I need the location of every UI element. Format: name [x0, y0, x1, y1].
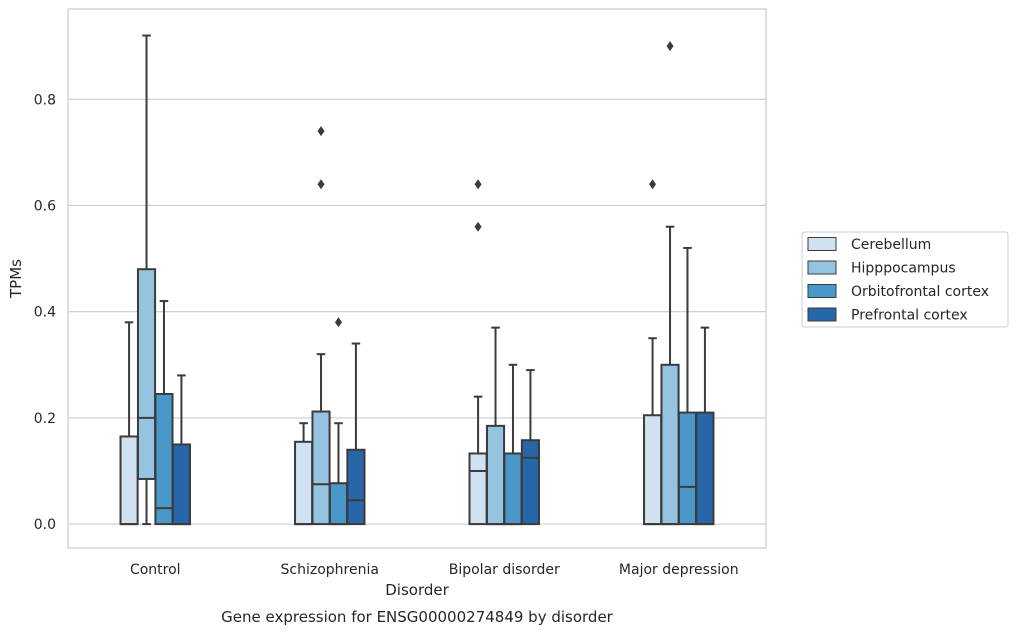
- box-body: [520, 439, 540, 526]
- box: [328, 317, 349, 526]
- box-body: [643, 414, 663, 526]
- x-tick-label: Schizophrenia: [281, 562, 379, 578]
- outlier-point: [334, 317, 342, 328]
- y-tick-label: 0.4: [34, 305, 56, 321]
- box-series: [119, 34, 715, 526]
- legend-swatch: [807, 284, 837, 298]
- y-tick-label: 0.6: [34, 198, 56, 214]
- box-body: [154, 393, 174, 526]
- box-body: [311, 410, 331, 526]
- box: [695, 326, 715, 526]
- outlier-point: [474, 179, 482, 190]
- box: [136, 34, 157, 526]
- y-tick-label: 0.8: [34, 92, 56, 108]
- outlier-point: [649, 179, 657, 190]
- box: [468, 179, 488, 526]
- box: [520, 369, 540, 526]
- box: [503, 363, 523, 526]
- box: [171, 374, 191, 526]
- legend-frame: [801, 231, 1009, 328]
- box-body: [503, 452, 523, 526]
- y-tick-label: 0.2: [34, 411, 56, 427]
- box-body: [660, 363, 680, 526]
- y-tick-label: 0.0: [34, 517, 56, 533]
- box: [643, 179, 663, 526]
- box: [346, 342, 366, 526]
- box-body: [485, 424, 506, 526]
- legend-swatch: [807, 260, 837, 275]
- chart-caption: Gene expression for ENSG00000274849 by d…: [221, 608, 614, 626]
- box: [154, 300, 174, 526]
- box-body: [328, 482, 349, 526]
- x-axis-title: Disorder: [385, 581, 449, 599]
- legend-swatch: [807, 307, 837, 322]
- box-body: [346, 448, 366, 526]
- x-tick-label: Bipolar disorder: [449, 562, 560, 578]
- box-body: [695, 411, 715, 526]
- outlier-point: [474, 221, 482, 232]
- legend-label: Orbitofrontal cortex: [851, 284, 989, 300]
- legend: Cerebellum Hipppocampus Orbitofrontal cort…: [801, 231, 1009, 328]
- y-axis-title: TPMs: [7, 259, 25, 299]
- box: [311, 126, 331, 526]
- legend-label: Hipppocampus: [851, 261, 956, 277]
- box: [660, 41, 680, 526]
- box-body: [119, 435, 139, 526]
- box-body: [294, 440, 314, 526]
- legend-label: Cerebellum: [851, 237, 931, 253]
- outlier-point: [317, 179, 325, 190]
- x-tick-label: Control: [130, 562, 181, 578]
- legend-swatch: [807, 237, 837, 251]
- box: [294, 422, 314, 526]
- box-body: [171, 443, 191, 526]
- x-axis-ticks: Control Schizophrenia Bipolar disorder Majo…: [130, 562, 739, 578]
- box-body: [677, 411, 698, 526]
- x-tick-label: Major depression: [619, 562, 739, 578]
- box: [485, 326, 506, 526]
- legend-label: Prefrontal cortex: [851, 308, 968, 324]
- plot-frame: [67, 8, 767, 549]
- outlier-point: [317, 126, 325, 137]
- y-axis-ticks: 0.0 0.2 0.4 0.6 0.8: [34, 92, 56, 533]
- box: [119, 321, 139, 526]
- box-body: [136, 268, 157, 480]
- box: [677, 246, 698, 526]
- box-body: [468, 452, 488, 526]
- outlier-point: [666, 41, 674, 52]
